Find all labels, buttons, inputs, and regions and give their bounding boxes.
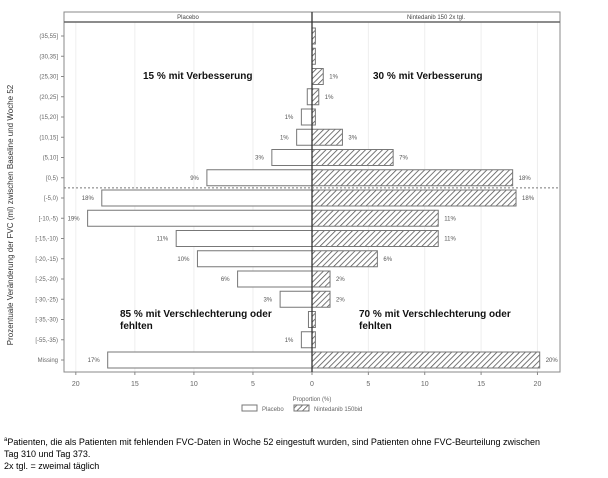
y-tick-label: [-30,-25) — [35, 297, 58, 303]
y-tick-label: (5,10] — [43, 156, 59, 162]
data-label-placebo: 10% — [177, 257, 190, 263]
annotation-text: 70 % mit Verschlechterung oder — [359, 309, 511, 320]
data-label-placebo: 17% — [88, 358, 101, 364]
panel-title-nintedanib: Nintedanib 150 2x tgl. — [407, 15, 465, 21]
y-axis-label: Prozentuale Veränderung der FVC (ml) zwi… — [6, 84, 15, 345]
data-label-nintedanib: 1% — [329, 75, 338, 81]
bar-placebo — [279, 290, 313, 308]
y-tick-label: (30,35] — [39, 54, 58, 60]
data-label-nintedanib: 7% — [399, 156, 408, 162]
bar-nintedanib — [311, 270, 331, 288]
data-label-nintedanib: 11% — [444, 216, 456, 222]
data-label-placebo: 1% — [285, 338, 294, 344]
footnote-line-2: Tag 310 und Tag 373. — [4, 449, 91, 459]
bar-nintedanib — [311, 88, 320, 106]
annotation-text: 85 % mit Verschlechterung oder — [120, 309, 272, 320]
bar-placebo — [296, 128, 313, 146]
bar-nintedanib — [311, 169, 514, 187]
bar-nintedanib — [311, 290, 331, 308]
legend-swatch-placebo — [241, 404, 258, 412]
annotation-text: fehlten — [120, 321, 153, 332]
legend-label-placebo: Placebo — [262, 407, 284, 413]
annotation-text: 30 % mit Verbesserung — [373, 71, 483, 82]
panel-title-placebo: Placebo — [177, 15, 199, 21]
bar-placebo — [300, 331, 313, 349]
bar-nintedanib — [311, 209, 439, 227]
bar-nintedanib — [311, 250, 378, 268]
y-tick-label: [-35,-30) — [35, 318, 58, 324]
y-tick-label: [-55,-35) — [35, 338, 58, 344]
y-tick-label: [0,5) — [46, 176, 58, 182]
bar-nintedanib — [311, 230, 439, 247]
legend-swatch-nintedanib — [293, 404, 310, 412]
x-tick-label: 15 — [131, 381, 139, 388]
data-label-nintedanib: 1% — [325, 95, 334, 101]
x-tick-label: 20 — [72, 381, 80, 388]
x-tick-label: 20 — [534, 381, 542, 388]
data-label-nintedanib: 18% — [519, 176, 532, 182]
data-label-placebo: 11% — [157, 237, 169, 243]
x-tick-label: 15 — [477, 381, 485, 388]
y-tick-label: [-15,-10) — [35, 237, 58, 243]
data-label-placebo: 1% — [280, 135, 289, 141]
footnote-line-1: Patienten, die als Patienten mit fehlend… — [7, 437, 540, 447]
footnote-line-3: 2x tgl. = zweimal täglich — [4, 461, 100, 471]
bar-placebo — [300, 108, 313, 126]
x-axis-label: Proportion (%) — [293, 397, 332, 403]
data-label-placebo: 18% — [82, 196, 95, 202]
bar-placebo — [175, 230, 313, 247]
bar-placebo — [206, 169, 313, 187]
footnote-marker: a — [4, 437, 8, 443]
butterfly-chart: Placebo Nintedanib 150 2x tgl. (35,55] (30,… — [6, 11, 561, 413]
y-tick-label: [-25,-20) — [35, 277, 58, 283]
bar-placebo — [306, 88, 313, 106]
x-tick-label: 5 — [366, 381, 370, 388]
legend-label-nintedanib: Nintedanib 150bid — [314, 407, 362, 413]
data-label-nintedanib: 2% — [336, 297, 345, 303]
x-tick-label: 0 — [310, 381, 314, 388]
annotation-text: fehlten — [359, 321, 392, 332]
bar-placebo — [237, 270, 313, 288]
data-label-nintedanib: 3% — [348, 135, 357, 141]
bar-placebo — [196, 250, 313, 268]
y-tick-label: (35,55] — [39, 34, 58, 40]
bar-placebo — [101, 189, 313, 207]
y-tick-label: Missing — [38, 358, 58, 364]
annotation-text: 15 % mit Verbesserung — [143, 71, 253, 82]
footnote: aPatienten, die als Patienten mit fehlen… — [4, 434, 608, 472]
data-label-placebo: 3% — [263, 297, 272, 303]
data-label-nintedanib: 20% — [546, 358, 559, 364]
data-label-placebo: 3% — [255, 156, 264, 162]
data-label-nintedanib: 6% — [383, 257, 392, 263]
data-label-placebo: 1% — [285, 115, 294, 121]
x-tick-label: 5 — [251, 381, 255, 388]
data-label-nintedanib: 2% — [336, 277, 345, 283]
bar-nintedanib — [311, 128, 343, 146]
y-tick-label: [-10,-5) — [39, 216, 58, 222]
data-label-nintedanib: 11% — [444, 237, 456, 243]
y-tick-label: [-20,-15) — [35, 257, 58, 263]
data-label-placebo: 9% — [190, 176, 199, 182]
bar-nintedanib — [311, 351, 541, 369]
x-tick-label: 10 — [190, 381, 198, 388]
y-tick-label: (15,20] — [39, 115, 58, 121]
data-label-nintedanib: 18% — [522, 196, 535, 202]
y-tick-label: (25,30] — [39, 75, 58, 81]
y-tick-label: (20,25] — [39, 95, 58, 101]
bar-placebo — [87, 209, 313, 227]
bar-placebo — [271, 149, 313, 166]
bar-nintedanib — [311, 189, 517, 207]
bar-placebo — [107, 351, 313, 369]
y-tick-label: [-5,0) — [44, 196, 58, 202]
data-label-placebo: 19% — [68, 216, 81, 222]
y-tick-label: (10,15] — [39, 135, 58, 141]
bar-nintedanib — [311, 68, 324, 85]
bar-nintedanib — [311, 149, 394, 166]
data-label-placebo: 6% — [221, 277, 230, 283]
x-tick-label: 10 — [421, 381, 429, 388]
